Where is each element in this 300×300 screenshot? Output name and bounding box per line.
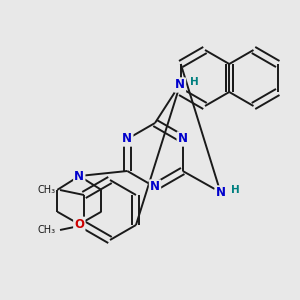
Text: H: H — [190, 77, 199, 87]
Text: N: N — [74, 169, 84, 182]
Text: N: N — [122, 133, 132, 146]
Text: N: N — [175, 79, 185, 92]
Text: O: O — [74, 218, 84, 231]
Text: CH₃: CH₃ — [38, 185, 56, 195]
Text: H: H — [231, 185, 239, 195]
Text: CH₃: CH₃ — [38, 225, 56, 235]
Text: N: N — [150, 181, 160, 194]
Text: N: N — [178, 133, 188, 146]
Text: N: N — [216, 187, 226, 200]
